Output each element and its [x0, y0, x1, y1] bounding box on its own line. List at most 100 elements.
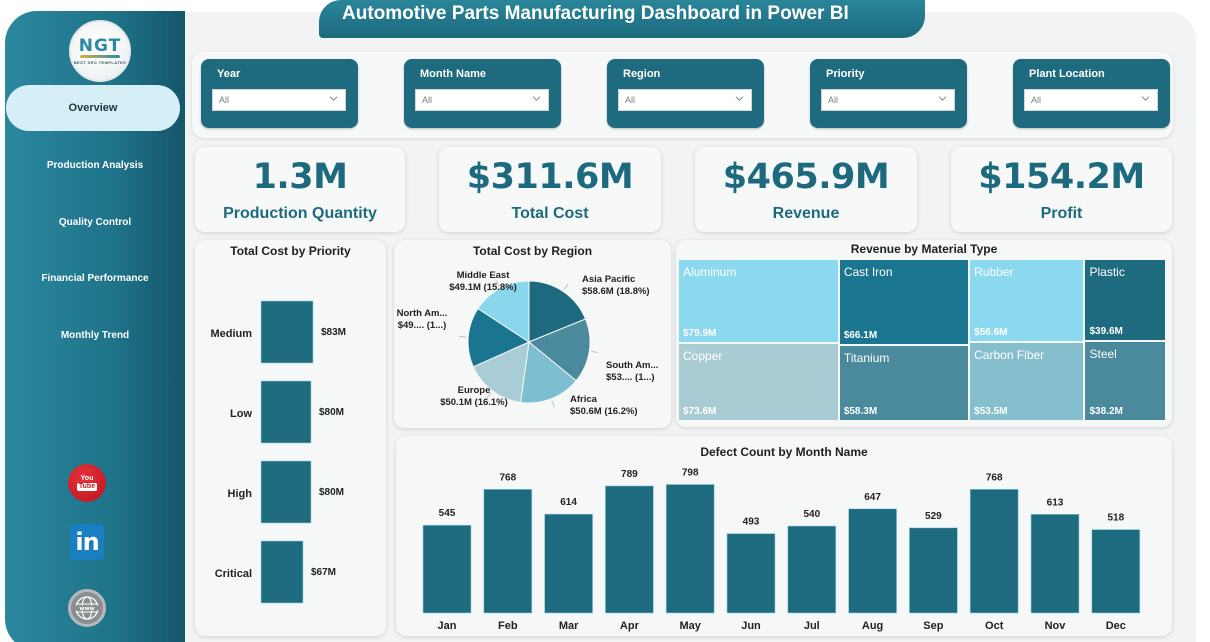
material-treemap: Aluminum $79.9M Copper $73.6M Cast Iron $66.1…	[678, 259, 1166, 421]
slicer-label: Month Name	[420, 68, 486, 80]
nav-production-analysis[interactable]: Production Analysis	[46, 160, 144, 171]
treemap-tile-plastic[interactable]: Plastic $39.6M	[1084, 259, 1166, 342]
defect-month-label: Jul	[804, 620, 820, 632]
pie-leader-line	[459, 336, 467, 338]
kpi-value: $465.9M	[722, 157, 890, 197]
linkedin-text: in	[75, 528, 99, 556]
defect-bar-apr[interactable]	[605, 485, 654, 614]
priority-bar-low[interactable]	[260, 380, 312, 444]
priority-category-label: Medium	[210, 328, 252, 340]
treemap-tile-rubber[interactable]: Rubber $56.6M	[969, 259, 1085, 343]
treemap-tile-label: Steel	[1089, 347, 1117, 362]
defect-data-label: 540	[803, 509, 820, 520]
treemap-tile-carbon-fiber[interactable]: Carbon Fiber $53.5M	[969, 342, 1085, 421]
defect-bar-feb[interactable]	[483, 489, 533, 614]
kpi-production-quantity: 1.3M Production Quantity	[195, 147, 405, 232]
slicer-dropdown[interactable]: All	[415, 89, 549, 111]
pie-slice-value: $50.1M (16.1%)	[440, 397, 508, 408]
material-chart-title[interactable]: Revenue by Material Type	[850, 242, 998, 256]
defect-bar-dec[interactable]	[1091, 529, 1141, 614]
defect-bar-sep[interactable]	[909, 527, 958, 614]
treemap-tile-value: $39.6M	[1089, 326, 1123, 338]
pie-slice-value: $53.... (1...)	[606, 372, 655, 383]
pie-slice-north-america[interactable]	[467, 307, 531, 368]
pie-slice-asia-pacific[interactable]	[528, 280, 587, 343]
kpi-label: Revenue	[772, 205, 840, 222]
treemap-tile-titanium[interactable]: Titanium $58.3M	[838, 345, 970, 421]
slicer-value: All	[1031, 95, 1042, 105]
defect-chart-title[interactable]: Defect Count by Month Name	[700, 445, 868, 459]
defect-bar-may[interactable]	[665, 484, 715, 614]
pie-slice-south-america[interactable]	[528, 318, 591, 382]
slicer-value: All	[422, 95, 433, 105]
logo-swoosh-icon	[79, 55, 120, 58]
treemap-tile-cast-iron[interactable]: Cast Iron $66.1M	[838, 259, 970, 346]
website-icon[interactable]: www	[68, 589, 106, 627]
kpi-value: 1.3M	[252, 157, 348, 197]
nav-overview[interactable]: Overview	[6, 85, 180, 131]
nav-financial-performance[interactable]: Financial Performance	[41, 273, 149, 284]
defect-month-label: Sep	[923, 620, 943, 632]
globe-icon: www	[75, 596, 99, 620]
defect-data-label: 529	[925, 511, 942, 522]
priority-data-label: $80M	[319, 487, 344, 498]
priority-bar-high[interactable]	[260, 460, 312, 524]
defect-month-label: Jan	[438, 620, 457, 632]
slicer-dropdown[interactable]: All	[618, 89, 752, 111]
treemap-tile-copper[interactable]: Copper $73.6M	[678, 343, 839, 421]
defect-data-label: 613	[1047, 497, 1064, 508]
priority-category-label: High	[228, 488, 253, 500]
pie-slice-africa[interactable]	[519, 341, 577, 404]
treemap-tile-steel[interactable]: Steel $38.2M	[1084, 341, 1166, 421]
priority-data-label: $67M	[311, 567, 336, 578]
slicer-dropdown[interactable]: All	[821, 89, 955, 111]
slicer-dropdown[interactable]: All	[212, 89, 346, 111]
defect-bar-jan[interactable]	[422, 524, 472, 614]
chevron-down-icon	[532, 96, 541, 101]
defect-month-label: May	[679, 620, 701, 632]
linkedin-icon[interactable]: in	[70, 524, 104, 560]
region-chart-title[interactable]: Total Cost by Region	[472, 244, 593, 258]
defect-month-label: Jun	[741, 620, 761, 632]
slicer-value: All	[219, 95, 230, 105]
kpi-value: $311.6M	[466, 157, 634, 197]
nav-quality-control[interactable]: Quality Control	[58, 217, 132, 228]
pie-slice-middle-east[interactable]	[477, 280, 530, 343]
treemap-tile-value: $38.2M	[1089, 405, 1123, 417]
youtube-you-text: You	[80, 475, 94, 482]
defect-month-label: Feb	[498, 620, 518, 632]
defect-bar-mar[interactable]	[544, 513, 593, 614]
priority-chart-title[interactable]: Total Cost by Priority	[230, 244, 351, 258]
slicer-priority: Priority All	[810, 59, 967, 128]
region-chart-card: Total Cost by Region Asia Pacific $58.6M …	[394, 240, 671, 428]
slicer-label: Priority	[826, 68, 865, 80]
slicer-plant-location: Plant Location All	[1013, 59, 1170, 128]
treemap-tile-value: $79.9M	[683, 328, 717, 340]
chevron-down-icon	[329, 96, 338, 101]
kpi-total-cost: $311.6M Total Cost	[439, 147, 661, 232]
defect-bar-nov[interactable]	[1030, 513, 1080, 614]
pie-slice-europe[interactable]	[472, 341, 530, 403]
youtube-icon[interactable]: You Tube	[68, 464, 106, 502]
defect-month-label: Mar	[559, 620, 579, 632]
logo-tagline: BEST SEO TEMPLATES	[73, 60, 127, 65]
slicer-dropdown[interactable]: All	[1024, 89, 1158, 111]
kpi-label: Production Quantity	[223, 205, 377, 222]
defect-bar-jul[interactable]	[787, 525, 837, 614]
priority-bar-critical[interactable]	[260, 540, 304, 604]
defect-bar-chart: 545 Jan 768 Feb 614 Mar 789 Apr 798 May 493 Jun 540 J…	[422, 467, 1141, 632]
treemap-tile-aluminum[interactable]: Aluminum $79.9M	[678, 259, 839, 344]
defect-month-label: Dec	[1106, 620, 1126, 632]
pie-leader-line	[591, 351, 599, 353]
nav-monthly-trend[interactable]: Monthly Trend	[60, 330, 130, 341]
priority-bar-medium[interactable]	[260, 300, 314, 364]
pie-slice-label: Africa	[570, 394, 598, 405]
defect-bar-oct[interactable]	[969, 489, 1019, 614]
defect-bar-aug[interactable]	[848, 508, 897, 614]
defect-bar-jun[interactable]	[726, 533, 776, 614]
page-title: Automotive Parts Manufacturing Dashboard…	[319, 0, 925, 38]
defect-data-label: 768	[986, 472, 1003, 483]
slicer-month-name: Month Name All	[404, 59, 561, 128]
kpi-profit: $154.2M Profit	[951, 147, 1172, 232]
